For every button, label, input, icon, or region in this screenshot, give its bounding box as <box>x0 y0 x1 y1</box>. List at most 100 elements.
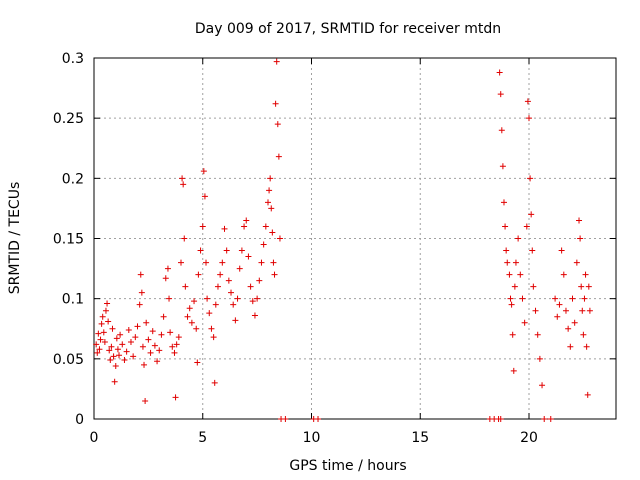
data-point <box>515 235 522 242</box>
data-point <box>180 181 187 188</box>
data-point <box>502 223 509 230</box>
data-point <box>498 127 505 134</box>
data-point <box>521 319 528 326</box>
data-point <box>113 335 120 342</box>
data-point <box>567 343 574 350</box>
data-point <box>138 289 145 296</box>
data-point <box>504 259 511 266</box>
data-point <box>184 313 191 320</box>
data-point <box>188 319 195 326</box>
data-point <box>217 271 224 278</box>
data-point <box>208 325 215 332</box>
data-point <box>247 283 254 290</box>
data-point <box>547 416 554 422</box>
data-point <box>496 69 503 76</box>
data-point <box>112 363 119 370</box>
data-point <box>127 338 134 345</box>
data-point <box>236 265 243 272</box>
data-point <box>509 331 516 338</box>
data-point <box>225 277 232 284</box>
data-point <box>586 307 593 314</box>
data-point <box>560 271 567 278</box>
data-point <box>134 323 141 330</box>
y-tick-label: 0 <box>75 412 84 428</box>
data-point <box>251 312 258 319</box>
data-point <box>254 295 261 302</box>
data-point <box>558 247 565 254</box>
data-point <box>167 329 174 336</box>
grid-lines <box>94 58 616 419</box>
data-point <box>228 289 235 296</box>
data-point <box>123 348 130 355</box>
data-point <box>583 343 590 350</box>
data-point <box>230 301 237 308</box>
data-point <box>97 336 104 343</box>
y-axis-label: SRMTID / TECUs <box>7 182 23 295</box>
data-point <box>271 271 278 278</box>
data-point <box>104 300 111 307</box>
data-point <box>260 241 267 248</box>
data-point <box>243 217 250 224</box>
data-point <box>500 199 507 206</box>
data-point <box>523 223 530 230</box>
data-point <box>143 319 150 326</box>
data-point <box>241 223 248 230</box>
data-point <box>141 361 148 368</box>
data-point <box>108 343 115 350</box>
y-tick-label: 0.1 <box>62 292 84 308</box>
data-point <box>179 175 186 182</box>
data-point <box>510 367 517 374</box>
data-point <box>130 353 137 360</box>
data-point <box>101 338 108 345</box>
y-tick-label: 0.3 <box>62 51 84 67</box>
data-point <box>508 301 515 308</box>
data-point <box>238 247 245 254</box>
data-point <box>182 283 189 290</box>
data-point <box>585 283 592 290</box>
data-point <box>191 298 198 305</box>
data-point <box>106 347 113 354</box>
data-point <box>93 341 100 348</box>
data-point <box>219 259 226 266</box>
data-point <box>534 331 541 338</box>
data-point <box>569 295 576 302</box>
data-point <box>265 199 271 206</box>
data-point <box>114 346 121 353</box>
data-point <box>274 121 281 128</box>
data-point <box>96 346 103 353</box>
data-point <box>556 301 563 308</box>
data-point <box>95 330 102 337</box>
data-point <box>181 235 188 242</box>
data-point <box>584 391 591 398</box>
data-point <box>119 341 126 348</box>
data-point <box>178 259 184 266</box>
data-point <box>173 341 180 348</box>
chart-title: Day 009 of 2017, SRMTID for receiver mtd… <box>195 21 501 37</box>
data-point <box>258 259 265 266</box>
data-point <box>212 301 219 308</box>
data-point <box>145 336 152 343</box>
data-point <box>512 259 519 266</box>
data-point <box>573 259 580 266</box>
data-point <box>582 271 589 278</box>
data-point <box>111 378 118 385</box>
data-point <box>524 98 531 105</box>
data-point <box>565 325 572 332</box>
y-tick-label: 0.15 <box>53 232 84 248</box>
data-point <box>221 225 228 232</box>
data-point <box>116 352 123 359</box>
data-point <box>102 307 109 314</box>
data-point <box>275 153 282 160</box>
data-point <box>282 416 289 422</box>
x-tick-label: 10 <box>303 430 321 446</box>
y-tick-label: 0.05 <box>53 352 84 368</box>
data-point <box>193 325 200 332</box>
data-point <box>517 271 524 278</box>
data-point <box>552 295 559 302</box>
data-point <box>562 307 569 314</box>
x-tick-label: 5 <box>198 430 207 446</box>
data-point <box>156 347 163 354</box>
data-point <box>577 235 584 242</box>
data-point <box>507 295 514 302</box>
data-point <box>245 253 252 260</box>
